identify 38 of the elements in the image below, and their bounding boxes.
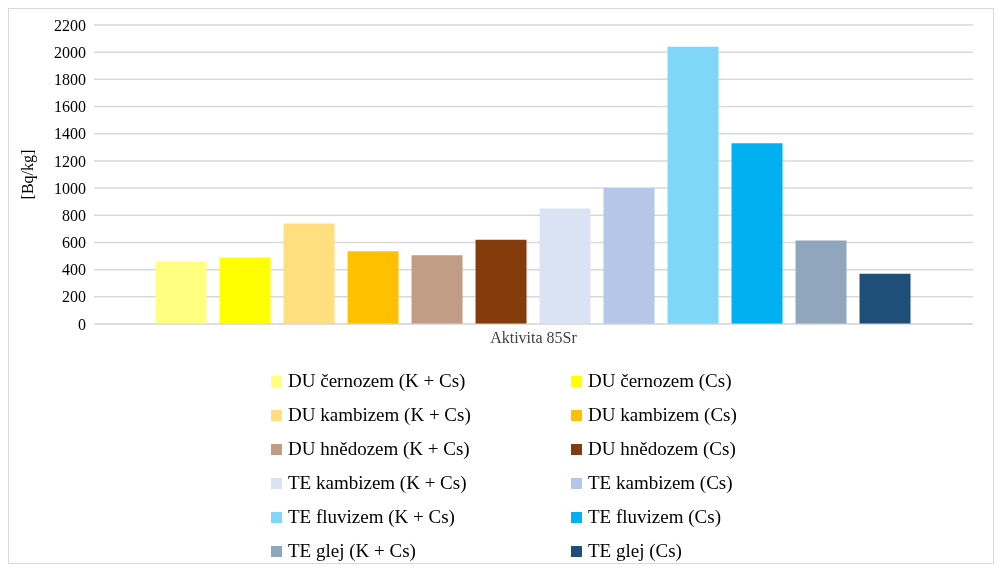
bar — [603, 188, 655, 324]
legend-label: TE fluvizem (Cs) — [588, 506, 721, 528]
bar — [155, 261, 207, 324]
y-tick-label: 800 — [62, 206, 86, 224]
y-tick-label: 400 — [62, 261, 86, 279]
legend-label: DU kambizem (Cs) — [588, 404, 737, 426]
y-tick-label: 600 — [62, 234, 86, 252]
bar — [219, 257, 271, 324]
y-tick-label: 1000 — [54, 179, 86, 197]
legend-label: DU hnědozem (Cs) — [588, 438, 736, 460]
bar — [795, 240, 847, 324]
legend-label: DU hnědozem (K + Cs) — [288, 438, 470, 460]
y-axis-title: [Bq/kg] — [18, 149, 37, 200]
x-tick-label: Aktivita 85Sr — [490, 329, 578, 347]
bar — [283, 223, 335, 324]
bar — [411, 255, 463, 324]
legend-label: TE glej (K + Cs) — [288, 540, 416, 562]
y-tick-label: 0 — [78, 315, 86, 333]
bar — [667, 46, 719, 324]
y-tick-label: 2200 — [54, 16, 86, 34]
legend-label: TE glej (Cs) — [588, 540, 682, 562]
bar — [859, 273, 911, 324]
bar — [475, 239, 527, 324]
y-tick-label: 1400 — [54, 125, 86, 143]
legend-label: DU kambizem (K + Cs) — [288, 404, 471, 426]
legend-label: DU černozem (K + Cs) — [288, 370, 466, 392]
y-tick-label: 1600 — [54, 98, 86, 116]
bar — [731, 143, 783, 324]
y-tick-label: 1200 — [54, 152, 86, 170]
y-tick-label: 200 — [62, 288, 86, 306]
legend-label: TE kambizem (K + Cs) — [288, 472, 467, 494]
y-tick-label: 2000 — [54, 43, 86, 61]
legend-label: TE fluvizem (K + Cs) — [288, 506, 455, 528]
bar — [539, 208, 591, 324]
legend-label: TE kambizem (Cs) — [588, 472, 733, 494]
legend-label: DU černozem (Cs) — [588, 370, 732, 392]
bar — [347, 251, 399, 324]
y-tick-label: 1800 — [54, 71, 86, 89]
